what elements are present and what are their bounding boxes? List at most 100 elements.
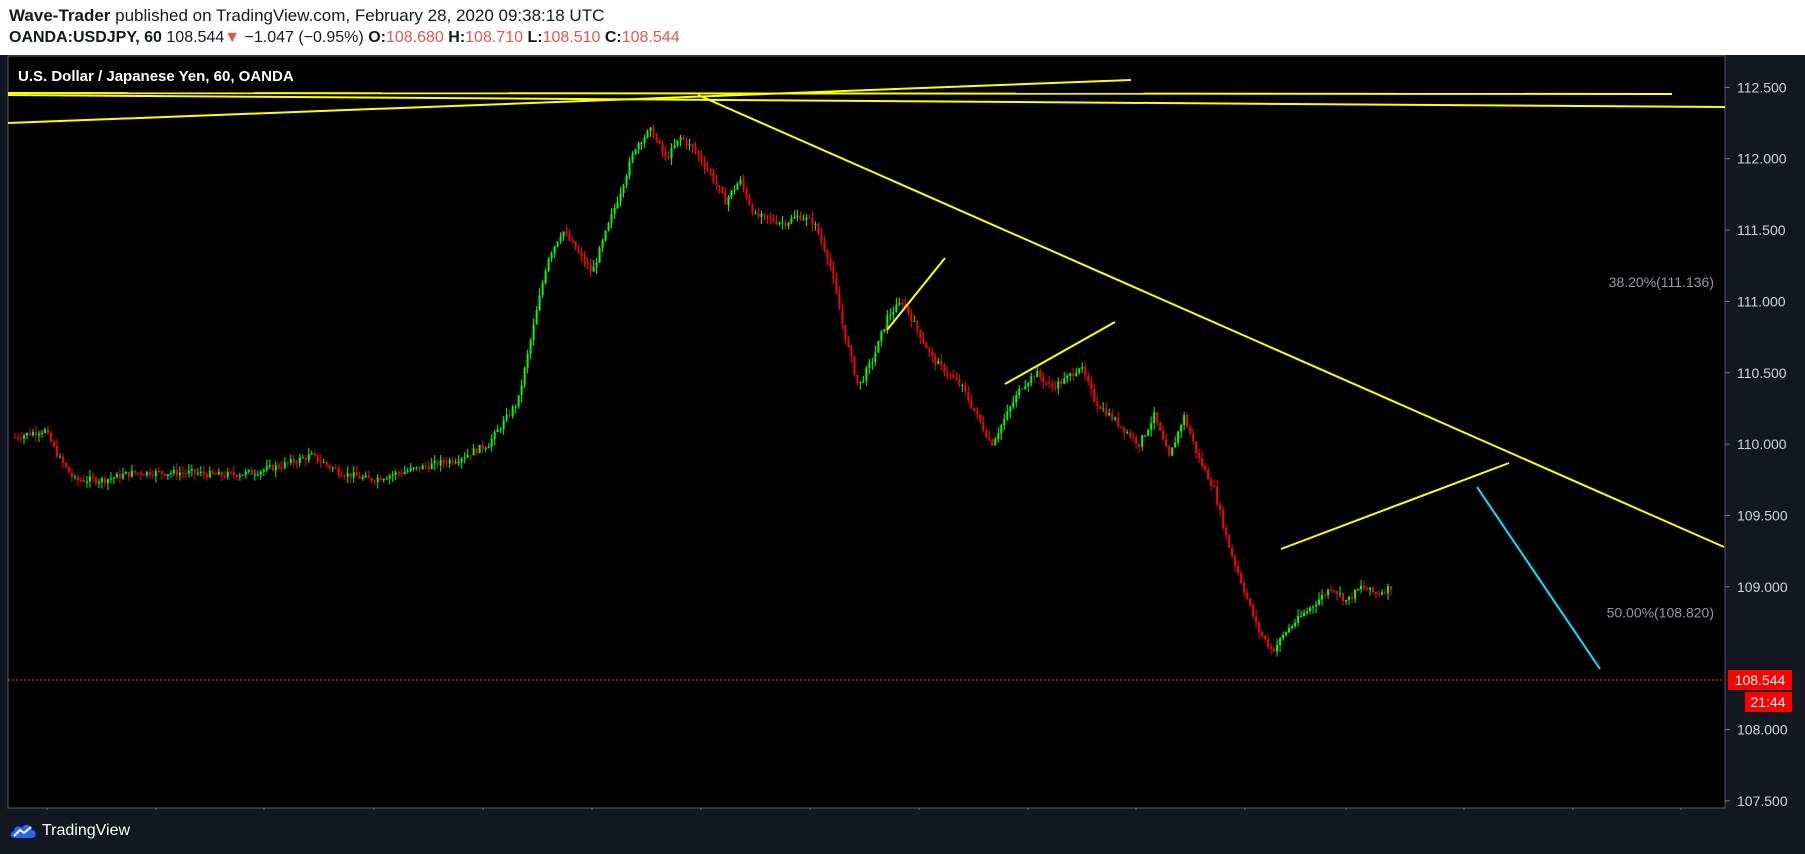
candle-body xyxy=(280,467,283,469)
candle-body xyxy=(172,469,175,474)
y-tick-label: 112.500 xyxy=(1737,79,1787,95)
tradingview-logo[interactable]: TradingView xyxy=(8,820,130,842)
candle-body xyxy=(196,472,199,474)
candle-body xyxy=(646,131,649,138)
y-tick-label: 109.000 xyxy=(1737,579,1788,595)
candle-body xyxy=(145,471,148,476)
candle-body xyxy=(907,306,910,314)
candle-body xyxy=(877,340,880,353)
candle-body xyxy=(358,476,361,479)
change-arrow-icon: ▼ xyxy=(224,29,241,46)
drawings-layer xyxy=(7,79,1726,670)
candle-body xyxy=(844,324,847,341)
chart-container[interactable]: U.S. Dollar / Japanese Yen, 60, OANDA 38… xyxy=(0,55,1805,810)
candle-body xyxy=(484,448,487,450)
candle-body xyxy=(676,140,679,146)
published-text: published on TradingView.com, February 2… xyxy=(110,6,605,25)
candle-body xyxy=(961,384,964,386)
candle-body xyxy=(838,293,841,310)
candle-body xyxy=(673,145,676,148)
candle-body xyxy=(289,459,292,463)
candle-body xyxy=(859,381,862,384)
candle-body xyxy=(946,372,949,375)
candle-body xyxy=(193,469,196,474)
candle-body xyxy=(1147,429,1150,436)
candle-body xyxy=(667,155,670,158)
candle-body xyxy=(1000,425,1003,434)
candle-body xyxy=(301,457,304,459)
candle-body xyxy=(1060,381,1063,384)
candle-body xyxy=(370,478,373,482)
candle-body xyxy=(700,155,703,162)
candle-body xyxy=(250,470,253,475)
candle-body xyxy=(1351,596,1354,599)
candle-body xyxy=(163,473,166,476)
candle-body xyxy=(1378,593,1381,595)
candle-body xyxy=(508,414,511,416)
candle-body xyxy=(976,411,979,415)
candle-body xyxy=(325,462,328,465)
candle-body xyxy=(817,224,820,234)
candle-body xyxy=(679,137,682,141)
candle-body xyxy=(1324,594,1327,596)
candle-body xyxy=(388,475,391,479)
candle-body xyxy=(235,474,238,478)
time-axis[interactable]: 131417181920212425262728Mar345 xyxy=(39,808,1685,810)
chart-title: U.S. Dollar / Japanese Yen, 60, OANDA xyxy=(18,68,294,85)
candle-body xyxy=(712,172,715,182)
candle-body xyxy=(1267,639,1270,647)
candle-body xyxy=(799,215,802,220)
symbol-label: OANDA:USDJPY, 60 xyxy=(9,29,162,46)
candle-body xyxy=(619,192,622,202)
candle-body xyxy=(1327,589,1330,595)
candle-body xyxy=(1249,598,1252,606)
plot-area[interactable] xyxy=(7,55,1726,809)
candle-body xyxy=(880,331,883,341)
candle-body xyxy=(361,477,364,479)
candle-body xyxy=(259,471,262,475)
candle-body xyxy=(1282,634,1285,639)
candle-body xyxy=(46,429,49,433)
candle-body xyxy=(31,432,34,436)
candle-body xyxy=(346,473,349,477)
candle-body xyxy=(1066,376,1069,379)
candle-body xyxy=(970,400,973,408)
candle-body xyxy=(730,190,733,198)
candle-body xyxy=(454,462,457,464)
candle-body xyxy=(478,444,481,454)
candle-body xyxy=(991,439,994,446)
candle-body xyxy=(1216,486,1219,505)
candle-body xyxy=(1297,615,1300,624)
candle-body xyxy=(820,233,823,242)
candle-body xyxy=(457,461,460,463)
candle-body xyxy=(1027,382,1030,387)
candle-body xyxy=(1309,607,1312,612)
open-value: 108.680 xyxy=(385,29,444,46)
candle-body xyxy=(826,250,829,259)
candle-body xyxy=(1054,386,1057,389)
candle-body xyxy=(586,263,589,265)
candle-body xyxy=(787,222,790,226)
candle-body xyxy=(349,473,352,478)
fib-38-label: 38.20%(111.136) xyxy=(1609,274,1714,290)
candle-body xyxy=(1159,422,1162,431)
candle-body xyxy=(1096,401,1099,407)
candlestick-chart[interactable]: U.S. Dollar / Japanese Yen, 60, OANDA 38… xyxy=(0,55,1805,810)
candle-body xyxy=(1111,413,1114,420)
candle-body xyxy=(373,481,376,483)
candle-body xyxy=(952,374,955,378)
candle-body xyxy=(223,476,226,478)
candle-body xyxy=(1210,479,1213,486)
candle-body xyxy=(1321,594,1324,600)
price-axis[interactable]: 112.500 112.000 111.500 111.000 110.500 110.0… xyxy=(1725,79,1788,809)
candle-body xyxy=(1369,587,1372,590)
candle-body xyxy=(160,471,163,474)
candle-body xyxy=(553,246,556,254)
candle-body xyxy=(130,470,133,477)
author-name[interactable]: Wave-Trader xyxy=(9,6,111,25)
candle-body xyxy=(691,144,694,148)
candle-body xyxy=(1225,527,1228,535)
candle-body xyxy=(583,255,586,264)
candles-layer xyxy=(14,124,1393,657)
candle-body xyxy=(1015,394,1018,403)
